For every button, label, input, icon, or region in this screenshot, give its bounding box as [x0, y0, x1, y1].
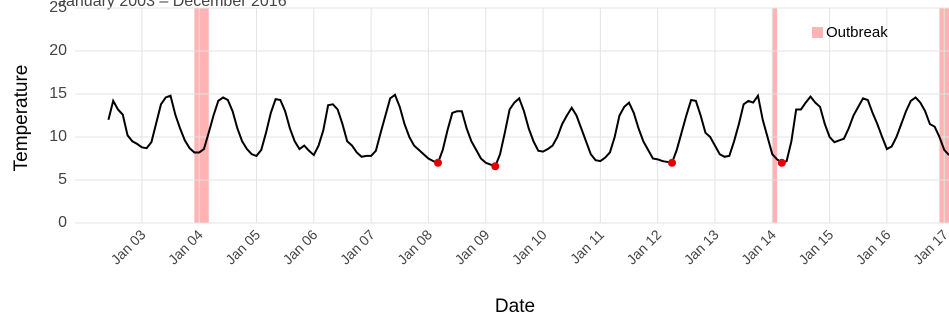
x-tick-label: Jan 07	[337, 226, 378, 267]
y-tick-label: 20	[49, 42, 67, 59]
x-tick-label: Jan 04	[165, 226, 206, 267]
y-tick-label: 10	[49, 128, 67, 145]
minimum-point	[667, 158, 676, 167]
minimum-point	[491, 162, 500, 171]
minimum-point	[777, 158, 786, 167]
x-tick-label: Jan 11	[567, 226, 607, 266]
x-tick-label: Jan 10	[509, 226, 550, 267]
x-tick-label: Jan 16	[853, 226, 894, 267]
x-tick-label: Jan 13	[681, 226, 722, 267]
y-tick-label: 5	[58, 171, 67, 188]
x-axis-label: Date	[495, 296, 535, 317]
x-tick-label: Jan 14	[738, 226, 779, 267]
chart-subtitle: January 2003 – December 2016	[58, 0, 287, 10]
x-tick-label: Jan 09	[451, 226, 492, 267]
y-tick-label: 15	[49, 85, 67, 102]
y-tick-label: 25	[49, 0, 67, 16]
x-tick-label: Jan 06	[279, 226, 320, 267]
y-axis-label: Temperature	[11, 65, 32, 172]
legend-label: Outbreak	[826, 24, 888, 41]
legend-swatch	[812, 27, 823, 38]
x-tick-label: Jan 03	[108, 226, 149, 267]
x-tick-label: Jan 15	[795, 226, 836, 267]
outbreak-band	[772, 8, 778, 223]
x-tick-label: Jan 08	[394, 226, 435, 267]
outbreak-band	[194, 8, 209, 223]
x-tick-label: Jan 17	[910, 226, 949, 267]
y-tick-label: 0	[58, 214, 67, 231]
x-tick-label: Jan 05	[222, 226, 263, 267]
line-series	[107, 93, 949, 168]
minimum-point	[433, 158, 442, 167]
x-tick-label: Jan 12	[623, 226, 664, 267]
